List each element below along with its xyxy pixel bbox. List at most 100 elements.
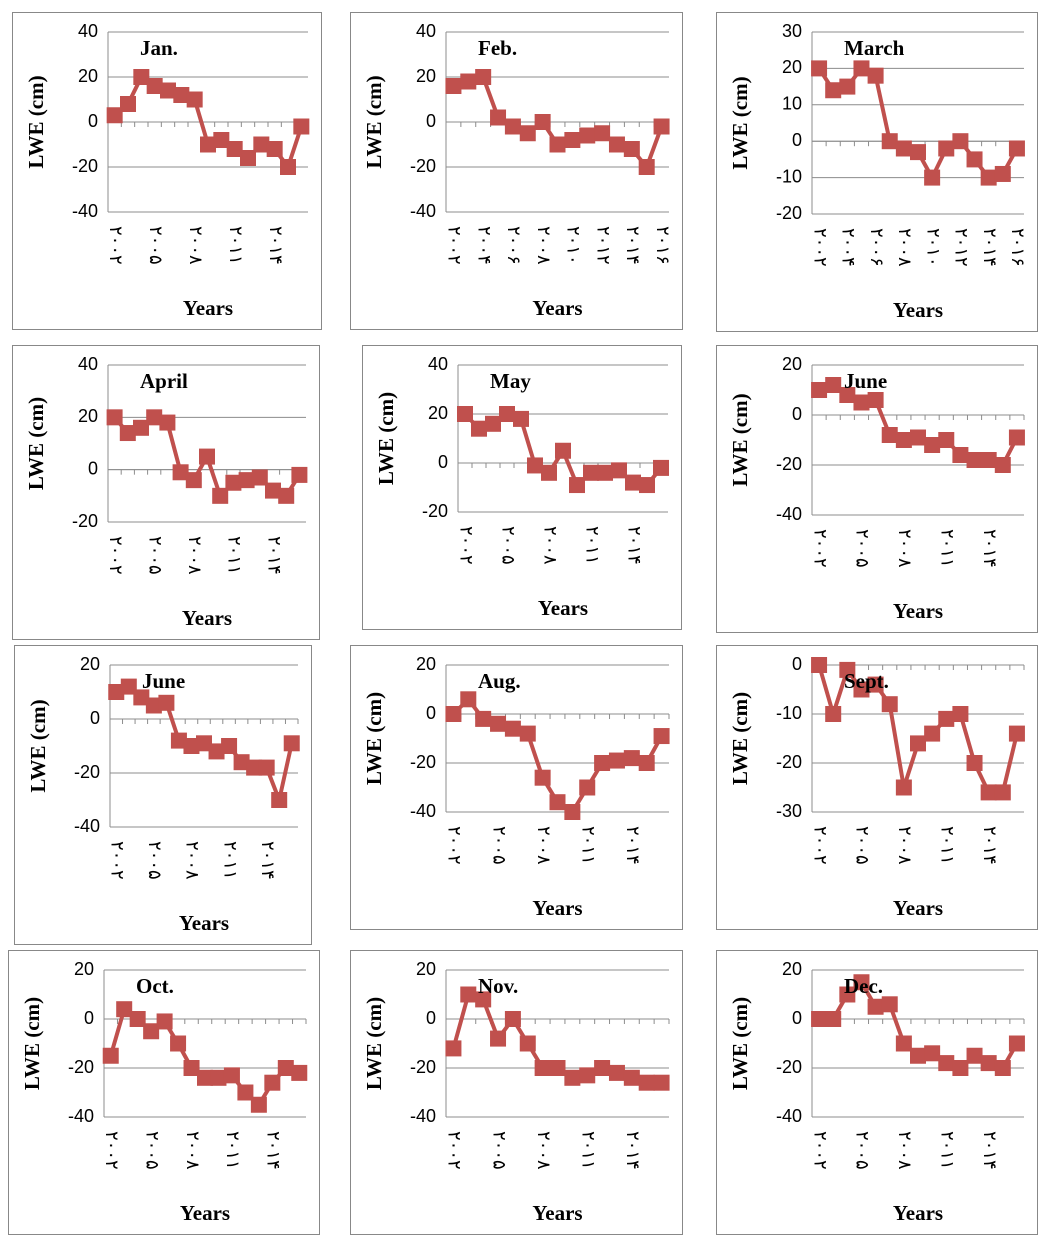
data-marker [952, 447, 969, 463]
data-marker [445, 78, 462, 94]
data-marker [910, 735, 926, 752]
y-tick-label: 40 [428, 354, 448, 374]
x-tick-label: ۲۰۰۵ [142, 1131, 162, 1170]
panel-frame [716, 12, 1038, 332]
x-tick-label: ۲۰۱۱ [226, 226, 246, 265]
data-marker [265, 482, 281, 499]
data-marker [597, 464, 613, 481]
y-axis-label: LWE (cm) [374, 392, 398, 485]
x-axis-label: Years [893, 1201, 943, 1225]
data-marker [460, 986, 477, 1003]
x-tick-label: ۲۰۰۲ [810, 826, 830, 865]
data-marker [1008, 1035, 1025, 1052]
data-marker [594, 125, 611, 142]
y-tick-label: -40 [776, 1106, 802, 1126]
panel-frame [350, 645, 683, 930]
data-marker [608, 1064, 625, 1081]
data-marker [129, 1011, 146, 1027]
data-marker [867, 392, 884, 408]
y-tick-label: -10 [776, 166, 802, 186]
y-axis-label: LWE (cm) [728, 692, 752, 785]
chart-title: Jan. [140, 36, 178, 60]
data-marker [881, 427, 898, 443]
data-marker [208, 743, 225, 760]
data-marker [579, 1067, 596, 1084]
data-marker [867, 676, 884, 693]
data-marker [910, 144, 926, 161]
y-axis-label: LWE (cm) [362, 75, 386, 168]
x-tick-label: ۲۰۰۲ [445, 826, 465, 865]
y-axis-label: LWE (cm) [362, 692, 386, 785]
data-marker [966, 755, 983, 771]
y-tick-label: -20 [776, 203, 802, 223]
data-marker [564, 1069, 581, 1086]
data-marker [475, 69, 492, 85]
data-marker [133, 419, 149, 436]
x-tick-label: ۲۰۰۸ [186, 226, 206, 265]
data-marker [583, 464, 599, 481]
data-marker [106, 409, 123, 426]
data-marker [938, 1055, 955, 1072]
y-tick-label: 0 [426, 111, 436, 131]
y-tick-label: 20 [782, 959, 802, 979]
data-marker [253, 136, 270, 153]
data-marker [839, 78, 856, 95]
data-marker [504, 720, 521, 737]
y-tick-label: -20 [72, 156, 98, 176]
x-axis-label: Years [179, 911, 229, 935]
x-tick-label: ۲۰۰۸ [185, 536, 205, 575]
y-tick-label: -40 [72, 201, 98, 221]
x-tick-label: ۲۰۱۱ [938, 1131, 958, 1170]
x-tick-label: ۲۰۰۵ [498, 526, 518, 565]
data-marker [159, 414, 176, 431]
data-marker [212, 487, 229, 504]
data-marker [143, 1023, 160, 1040]
y-tick-label: 0 [438, 452, 448, 472]
panel-frame [8, 950, 320, 1235]
data-marker [653, 118, 670, 135]
y-tick-label: 0 [88, 458, 98, 478]
data-marker [504, 1011, 521, 1027]
y-tick-label: -20 [422, 501, 448, 521]
x-tick-label: ۲۰۱۴ [264, 536, 284, 575]
x-tick-label: ۲۰۰۴ [474, 226, 494, 265]
data-marker [223, 1067, 240, 1084]
y-tick-label: 20 [74, 959, 94, 979]
x-tick-label: ۲۰۰۸ [534, 226, 554, 265]
data-marker [280, 159, 296, 175]
y-tick-label: 0 [426, 703, 436, 723]
y-tick-label: 20 [416, 959, 436, 979]
data-marker [293, 118, 310, 135]
data-marker [226, 141, 243, 157]
data-marker [116, 1001, 133, 1018]
panel-frame [716, 645, 1038, 930]
data-marker [460, 691, 477, 708]
data-marker [611, 462, 627, 479]
data-marker [839, 387, 856, 403]
x-tick-label: ۲۰۱۲ [952, 228, 972, 267]
data-marker [895, 432, 912, 448]
data-marker [980, 784, 997, 801]
x-tick-label: ۲۰۰۸ [534, 826, 554, 865]
data-marker [811, 382, 828, 398]
y-tick-label: 40 [416, 21, 436, 41]
y-tick-label: -20 [776, 1057, 802, 1077]
data-marker [867, 998, 884, 1015]
y-tick-label: -20 [410, 156, 436, 176]
data-marker [623, 750, 640, 767]
data-marker [994, 1060, 1011, 1076]
data-marker [133, 689, 150, 706]
x-tick-label: ۲۰۰۵ [489, 1131, 509, 1170]
x-tick-label: ۲۰۱۶ [1008, 228, 1028, 267]
data-marker [246, 759, 263, 776]
x-tick-label: ۲۰۱۱ [938, 529, 958, 568]
data-marker [594, 1060, 611, 1076]
data-marker [240, 150, 256, 166]
data-marker [881, 696, 898, 713]
data-marker [994, 784, 1011, 801]
x-tick-label: ۲۰۱۴ [624, 526, 644, 565]
chart-title: June [142, 669, 185, 693]
x-tick-label: ۲۰۱۱ [223, 1131, 243, 1170]
y-tick-label: 0 [792, 130, 802, 150]
data-marker [853, 394, 870, 411]
